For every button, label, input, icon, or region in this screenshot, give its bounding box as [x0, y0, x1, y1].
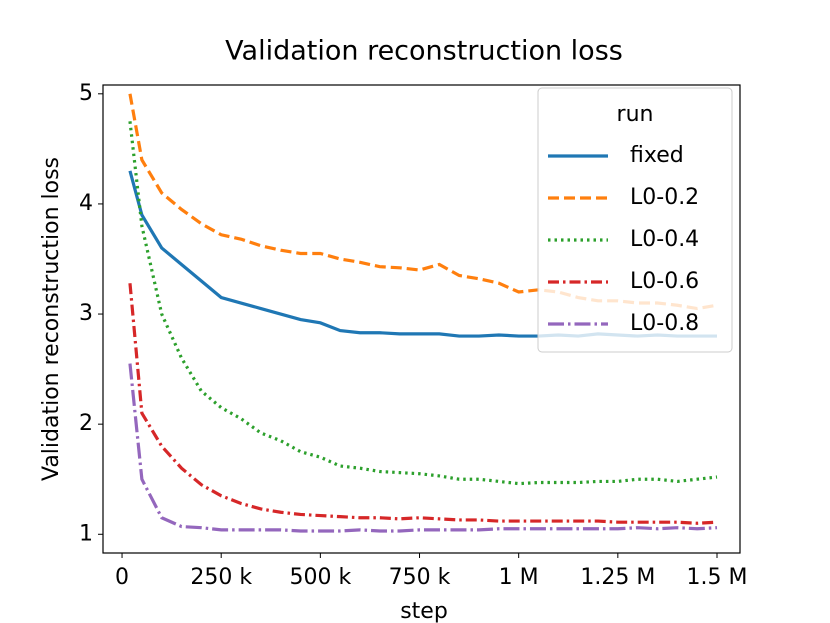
x-tick-label: 0: [115, 565, 129, 590]
legend-label: L0-0.8: [630, 311, 699, 336]
x-tick-label: 1 M: [499, 565, 539, 590]
series-line: [128, 283, 718, 525]
x-axis-label: step: [400, 599, 448, 623]
y-tick-label: 5: [79, 81, 93, 106]
x-tick-label: 1.5 M: [687, 565, 748, 590]
legend: run fixed L0-0.2 L0-0.4 L0-0.6 L0-0.8: [537, 87, 733, 353]
y-tick-label: 3: [79, 301, 93, 326]
series-line: [128, 121, 718, 486]
x-tick-label: 1.25 M: [580, 565, 655, 590]
x-tick-label: 250 k: [190, 565, 252, 590]
x-tick-label: 750 k: [389, 565, 451, 590]
y-tick-label: 4: [79, 191, 93, 216]
legend-title: run: [617, 102, 654, 127]
plot-frame: [102, 84, 741, 554]
legend-label: L0-0.6: [630, 269, 699, 294]
x-tick-label: 500 k: [289, 565, 351, 590]
legend-box: [537, 87, 733, 353]
legend-label: fixed: [630, 143, 684, 168]
legend-label: L0-0.2: [630, 185, 699, 210]
series-line: [128, 363, 718, 533]
chart-title: Validation reconstruction loss: [225, 36, 623, 67]
y-tick-label: 2: [79, 411, 93, 436]
legend-label: L0-0.4: [630, 227, 699, 252]
y-tick-label: 1: [79, 521, 93, 546]
y-axis-label: Validation reconstruction loss: [39, 157, 64, 481]
